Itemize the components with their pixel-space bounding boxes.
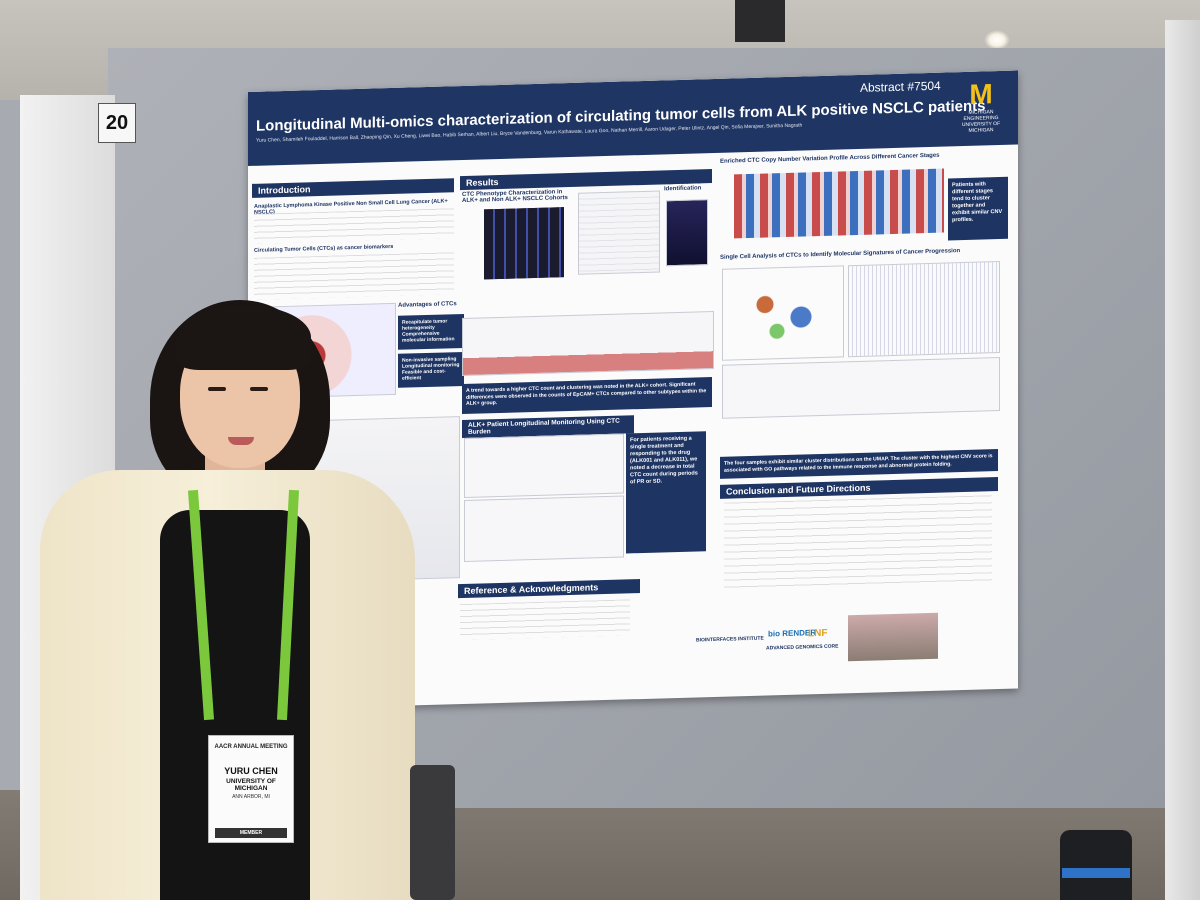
badge-event: AACR ANNUAL MEETING xyxy=(214,744,288,750)
michigan-logo-text: MICHIGAN ENGINEERING UNIVERSITY OF MICHI… xyxy=(961,109,1001,134)
advantage-item: Feasible and cost-efficient xyxy=(402,368,446,382)
smile xyxy=(228,437,254,445)
umap-callout: The four samples exhibit similar cluster… xyxy=(720,449,998,479)
patient-demographics-table xyxy=(578,190,660,275)
reference-text xyxy=(460,599,630,641)
advantage-item: Comprehensive molecular information xyxy=(402,330,455,344)
ctc-text xyxy=(254,252,454,300)
genomics-core-logo: ADVANCED GENOMICS CORE xyxy=(766,643,839,652)
water-bottle xyxy=(1060,830,1132,900)
subhead-alk-fusions: ALK Fusions Identification xyxy=(664,179,702,193)
section-reference: Reference & Acknowledgments xyxy=(458,579,640,599)
alk001-alk011-chart xyxy=(464,433,624,498)
umap-samples-row xyxy=(722,356,1000,419)
michigan-logo: M MICHIGAN ENGINEERING UNIVERSITY OF MIC… xyxy=(956,78,1006,134)
board-post-right xyxy=(1165,20,1200,900)
trend-callout: A trend towards a higher CTC count and c… xyxy=(462,377,712,415)
board-number: 20 xyxy=(98,103,136,143)
ceiling-light xyxy=(984,30,1010,50)
ceiling-fixture xyxy=(735,0,785,42)
abstract-number: Abstract #7504 xyxy=(860,78,941,95)
team-group-photo xyxy=(848,612,938,662)
biointerfaces-logo: BIOINTERFACES INSTITUTE xyxy=(696,635,764,644)
badge-name: YURU CHEN xyxy=(224,766,278,776)
name-badge: AACR ANNUAL MEETING YURU CHEN UNIVERSITY… xyxy=(208,735,294,843)
subhead-advantages: Advantages of CTCs xyxy=(398,301,457,309)
subhead-enriched-cnv: Enriched CTC Copy Number Variation Profi… xyxy=(720,152,940,165)
stages-callout: Patients with different stages tend to c… xyxy=(948,176,1008,241)
alk-fusion-image xyxy=(666,199,708,267)
advantages-box-1: Recapitulate tumor heterogeneity Compreh… xyxy=(398,313,464,350)
alk007-alk047-chart xyxy=(464,495,624,562)
subhead-phenotype: CTC Phenotype Characterization in ALK+ a… xyxy=(462,189,568,205)
right-eye xyxy=(250,387,268,391)
left-eye xyxy=(208,387,226,391)
lnf-logo: LNF xyxy=(808,627,828,640)
conclusion-text xyxy=(724,495,992,591)
treatment-callout: For patients receiving a single treatmen… xyxy=(626,431,706,554)
michigan-m-logo: M xyxy=(969,78,993,110)
badge-role: MEMBER xyxy=(215,828,287,838)
badge-location: ANN ARBOR, MI xyxy=(232,794,270,800)
ctc-count-bar-chart xyxy=(462,310,714,377)
cnv-score-heatmap xyxy=(848,260,1000,358)
advantages-box-2: Non-invasive sampling Longitudinal monit… xyxy=(398,351,464,388)
person-bangs xyxy=(176,305,311,370)
water-bottle-band xyxy=(1062,868,1130,878)
cnv-heatmap xyxy=(734,168,944,239)
umap-plot xyxy=(722,265,844,361)
subhead-single-cell: Single Cell Analysis of CTCs to Identify… xyxy=(720,248,961,261)
section-introduction: Introduction xyxy=(252,178,454,198)
immunofluorescence-image-grid xyxy=(484,207,564,280)
chair xyxy=(410,765,455,900)
badge-organization: UNIVERSITY OF MICHIGAN xyxy=(226,778,276,792)
intro-text xyxy=(254,208,454,244)
